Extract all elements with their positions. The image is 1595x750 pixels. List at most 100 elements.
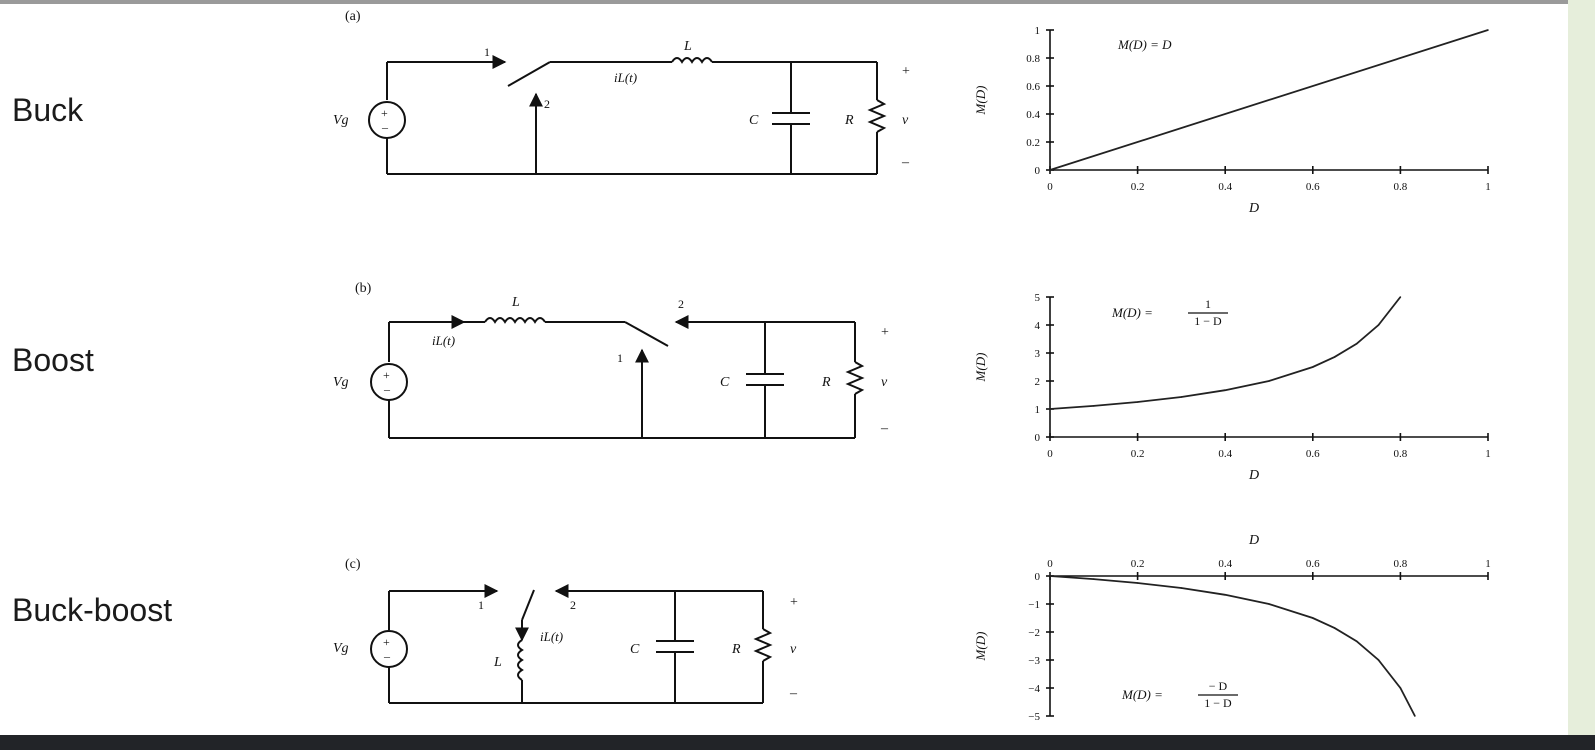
svg-text:+: +: [902, 64, 910, 79]
boost-equation: M(D) = 1 1 − D: [1111, 297, 1228, 328]
x-tick-label: 0: [1047, 558, 1053, 570]
data-point: [1224, 593, 1226, 596]
bottom-bar: [0, 735, 1595, 750]
svg-text:v: v: [790, 642, 797, 657]
y-tick-label: 3: [1035, 348, 1041, 360]
y-tick-label: −2: [1028, 627, 1040, 639]
svg-text:–: –: [383, 649, 391, 663]
y-tick-label: 1: [1035, 25, 1041, 37]
x-tick-label: 0.4: [1218, 448, 1232, 460]
data-point: [1049, 575, 1051, 577]
boost-switch: [624, 321, 669, 347]
svg-text:v: v: [902, 113, 909, 128]
svg-text:Vg: Vg: [333, 113, 349, 128]
y-tick-label: −4: [1028, 683, 1040, 695]
data-point: [1180, 587, 1183, 589]
data-point: [1049, 408, 1051, 410]
buck-conversion-ratio-plot: 0 0.2 0.4 0.6 0.8 1 0 0.2 0.4 0.6 0.8 1 D M(D): [973, 25, 1491, 216]
series-line: [1049, 575, 1416, 717]
svg-text:+: +: [383, 635, 390, 649]
data-point: [1487, 29, 1489, 31]
buck-circuit: (a) + – 1 2 L iL(t) Vg C R + v –: [333, 9, 910, 175]
data-point: [1333, 356, 1336, 358]
data-point: [1355, 640, 1358, 643]
y-tick-label: −3: [1028, 655, 1040, 667]
x-tick-label: 0.8: [1394, 448, 1408, 460]
boost-inductor: [484, 317, 546, 324]
data-point: [1333, 627, 1336, 629]
buck-boost-tag: (c): [345, 557, 361, 572]
y-tick-label: 0: [1035, 432, 1041, 444]
data-point: [1355, 342, 1358, 345]
data-point: [1180, 396, 1183, 398]
svg-text:+: +: [790, 595, 798, 610]
svg-text:–: –: [381, 120, 389, 134]
y-tick-label: 0.8: [1026, 53, 1040, 65]
data-point: [1377, 324, 1380, 326]
svg-text:M(D) =: M(D) =: [1121, 687, 1163, 702]
y-tick-label: −5: [1028, 711, 1040, 723]
buck-equation: M(D) = D: [1117, 37, 1172, 52]
y-axis-label: M(D): [973, 353, 988, 383]
svg-text:1 − D: 1 − D: [1194, 314, 1222, 328]
svg-text:2: 2: [544, 97, 550, 111]
right-margin-strip: [1568, 0, 1595, 750]
x-axis-label: D: [1248, 468, 1259, 483]
topology-label-buck: Buck: [12, 92, 84, 128]
y-tick-label: 5: [1035, 292, 1041, 304]
svg-text:1: 1: [478, 598, 484, 612]
x-tick-label: 1: [1485, 558, 1491, 570]
data-point: [1399, 296, 1402, 298]
svg-text:iL(t): iL(t): [614, 70, 637, 85]
svg-text:L: L: [683, 39, 692, 54]
buck-boost-conversion-ratio-plot: 0 0.2 0.4 0.6 0.8 1 0 −1 −2 −3 −4 −5 D M(D): [973, 533, 1491, 723]
data-point: [1399, 687, 1402, 689]
svg-text:1 − D: 1 − D: [1204, 696, 1232, 710]
x-tick-label: 0.8: [1394, 558, 1408, 570]
x-tick-label: 0.8: [1394, 181, 1408, 193]
y-tick-label: 0.2: [1026, 137, 1040, 149]
svg-text:R: R: [821, 375, 831, 390]
svg-text:− D: − D: [1209, 679, 1228, 693]
svg-text:+: +: [881, 325, 889, 340]
svg-text:v: v: [881, 375, 888, 390]
svg-text:C: C: [749, 113, 759, 128]
x-tick-label: 0: [1047, 448, 1053, 460]
x-tick-label: 1: [1485, 181, 1491, 193]
data-point: [1049, 169, 1051, 171]
buck-boost-inductor: [517, 639, 524, 681]
data-point: [1093, 405, 1095, 407]
svg-text:Vg: Vg: [333, 375, 349, 390]
buck-tag: (a): [345, 9, 361, 24]
y-tick-label: 0.6: [1026, 81, 1040, 93]
data-point: [1268, 603, 1270, 605]
y-tick-label: 1: [1035, 404, 1041, 416]
y-tick-label: 0: [1035, 571, 1041, 583]
svg-text:L: L: [511, 295, 520, 310]
x-axis-label: D: [1248, 533, 1259, 548]
svg-text:R: R: [731, 642, 741, 657]
data-point: [1414, 715, 1416, 717]
y-tick-label: 2: [1035, 376, 1041, 388]
data-point: [1136, 582, 1139, 584]
svg-text:C: C: [720, 375, 730, 390]
x-tick-label: 0.2: [1131, 558, 1145, 570]
svg-text:C: C: [630, 642, 640, 657]
svg-text:+: +: [383, 368, 390, 382]
svg-text:Vg: Vg: [333, 641, 349, 656]
data-point: [1268, 380, 1270, 382]
svg-text:2: 2: [570, 598, 576, 612]
x-tick-label: 0.6: [1306, 181, 1320, 193]
svg-text:–: –: [789, 686, 798, 701]
series-line: [1049, 29, 1489, 171]
svg-text:iL(t): iL(t): [540, 629, 563, 644]
data-point: [1093, 578, 1095, 580]
y-tick-label: 0.4: [1026, 109, 1040, 121]
y-tick-label: 0: [1035, 165, 1041, 177]
data-point: [1136, 401, 1139, 403]
x-tick-label: 0.6: [1306, 448, 1320, 460]
x-tick-label: 0.2: [1131, 181, 1145, 193]
svg-text:–: –: [383, 382, 391, 396]
x-tick-label: 0.2: [1131, 448, 1145, 460]
buck-switch: [507, 61, 551, 87]
